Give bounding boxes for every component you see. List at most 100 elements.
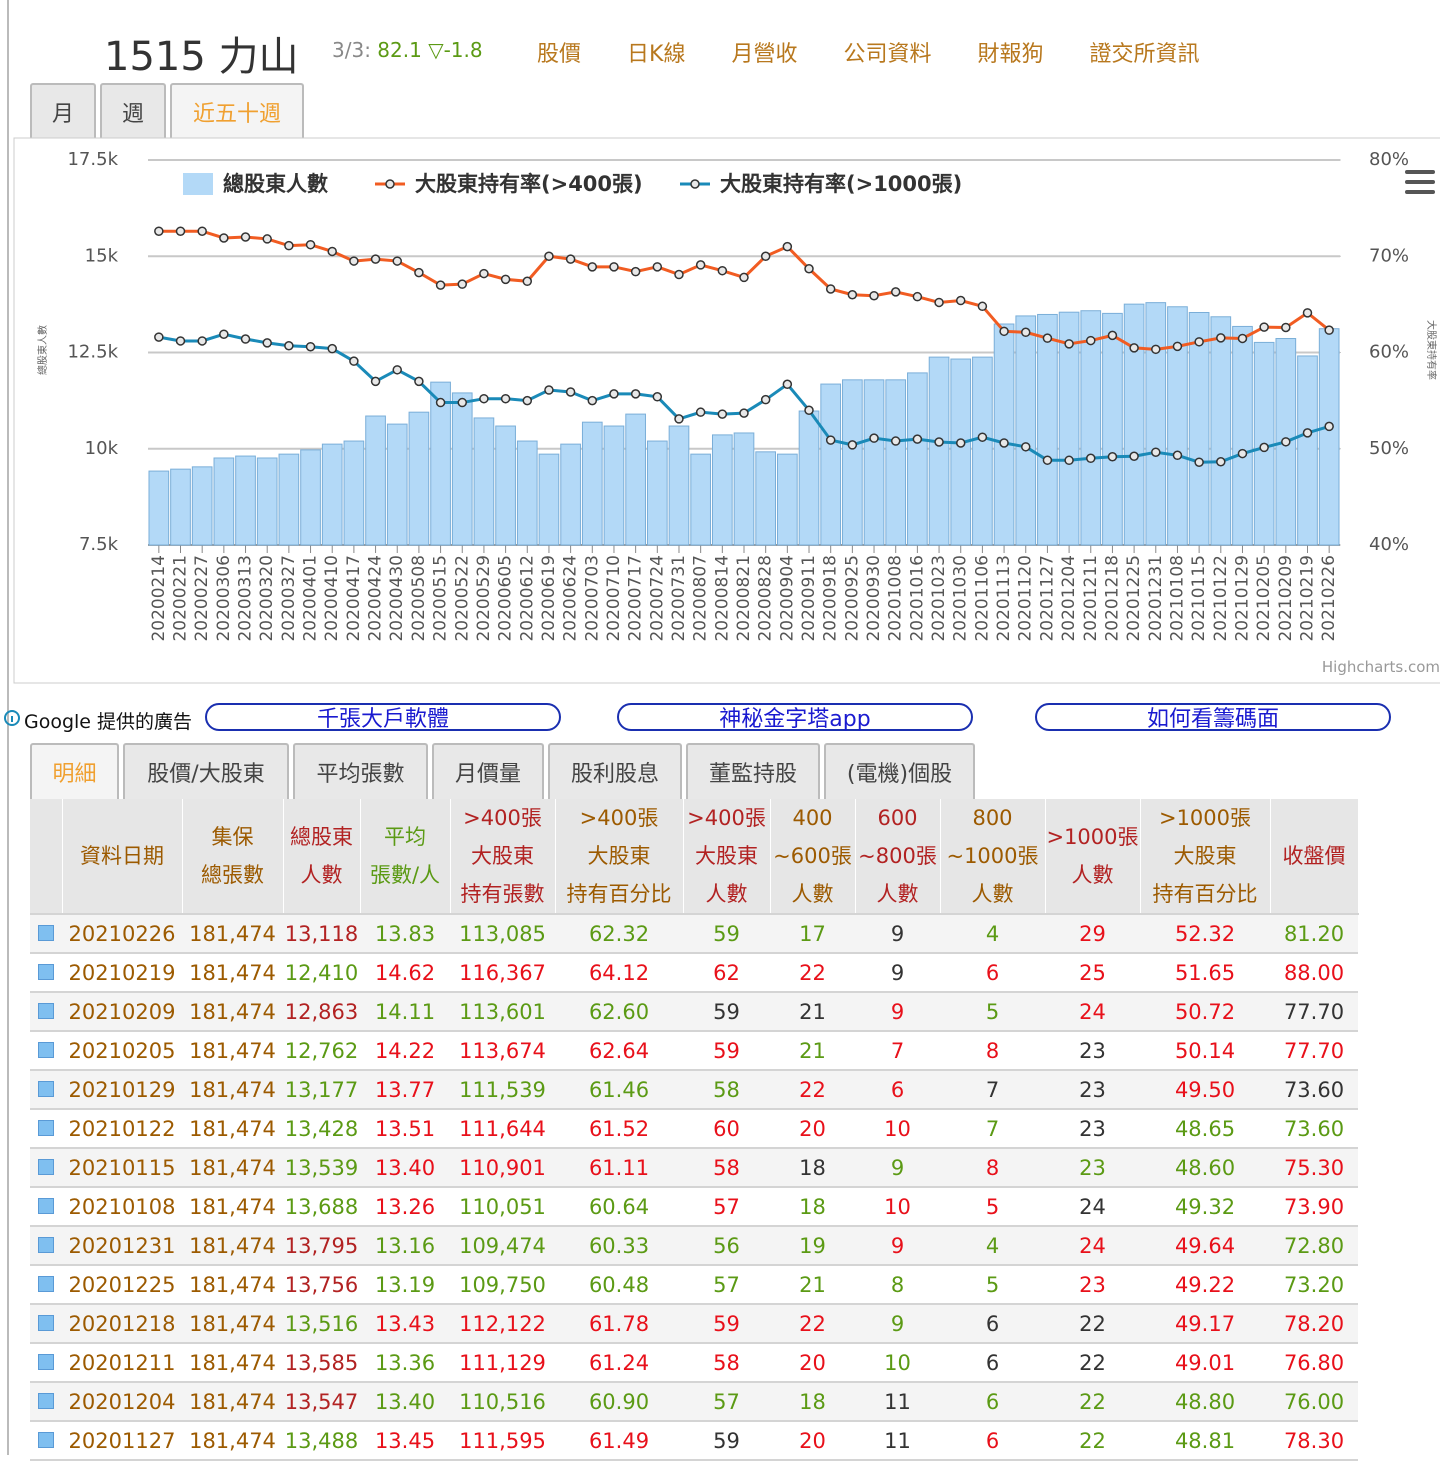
table-cell: 23 (1045, 1148, 1140, 1188)
x-tick-label: 20200424 (366, 555, 386, 642)
table-cell: 4 (940, 914, 1045, 954)
bar (625, 413, 646, 546)
table-cell: 59 (683, 1421, 770, 1461)
y-tick-label: 15k (85, 245, 119, 266)
header-text: 600 (877, 806, 918, 830)
table-cell: 20210219 (62, 953, 182, 993)
table-tab[interactable]: 股價/大股東 (123, 743, 289, 799)
row-marker-cell (30, 992, 62, 1032)
table-cell: 20 (770, 1343, 855, 1383)
row-marker-cell (30, 1031, 62, 1071)
table-tab[interactable]: (電機)個股 (824, 743, 975, 799)
table-tab[interactable]: 董監持股 (686, 743, 820, 799)
table-cell: 49.01 (1140, 1343, 1270, 1383)
table-row: 20201218 181,474 13,516 13.43 112,122 61.78 59… (30, 1304, 1358, 1344)
table-tab[interactable]: 明細 (30, 743, 119, 799)
table-cell: 21 (770, 992, 855, 1032)
line-marker (1042, 455, 1053, 465)
menu-icon[interactable] (1405, 170, 1435, 194)
ad-link[interactable]: 神秘金字塔app (617, 703, 973, 732)
nav-link[interactable]: 日K線 (627, 42, 686, 67)
line-marker (739, 408, 749, 418)
table-row: 20201204 181,474 13,547 13.40 110,516 60.90 57… (30, 1382, 1358, 1422)
row-marker (38, 924, 54, 941)
line-marker (1259, 442, 1269, 453)
bar (213, 457, 235, 546)
table-row: 20210209 181,474 12,863 14.11 113,601 62.60 59… (30, 992, 1358, 1032)
table-cell: 59 (683, 992, 770, 1032)
period-tab[interactable]: 近五十週 (170, 83, 304, 139)
table-cell: 60.33 (555, 1226, 683, 1266)
legend-label[interactable]: 大股東持有率(>1000張) (720, 172, 962, 196)
x-tick-label: 20201106 (972, 555, 992, 642)
nav-link[interactable]: 月營收 (731, 42, 798, 67)
table-cell: 22 (770, 953, 855, 993)
nav-link[interactable]: 證交所資訊 (1089, 42, 1200, 67)
bar (451, 392, 473, 546)
line-marker (522, 276, 533, 287)
table-cell: 61.46 (555, 1070, 683, 1110)
bar (1297, 355, 1318, 546)
period-tab[interactable]: 週 (100, 83, 166, 139)
ad-link[interactable]: 千張大戶軟體 (205, 703, 561, 732)
table-cell: 111,129 (450, 1343, 555, 1383)
table-cell: 181,474 (182, 992, 283, 1032)
table-cell: 29 (1045, 914, 1140, 954)
line-marker (782, 241, 793, 252)
table-cell: 72.80 (1270, 1226, 1358, 1266)
line-marker (760, 394, 771, 405)
line-marker (1042, 333, 1053, 343)
table-cell: 13,428 (283, 1109, 360, 1149)
credits[interactable]: Highcharts.com (1322, 658, 1440, 676)
bar (777, 453, 798, 546)
table-tab[interactable]: 股利股息 (548, 743, 682, 799)
period-tab[interactable]: 月 (30, 83, 96, 139)
table-cell: 6 (855, 1070, 940, 1110)
row-marker (38, 1158, 54, 1175)
x-tick-label: 20201231 (1146, 555, 1166, 642)
table-cell: 110,516 (450, 1382, 555, 1422)
header-text: 大股東 (587, 844, 651, 868)
table-cell: 23 (1045, 1109, 1140, 1149)
table-cell: 181,474 (182, 1382, 283, 1422)
table-cell: 6 (940, 1343, 1045, 1383)
table-cell: 73.60 (1270, 1109, 1358, 1149)
table-tab[interactable]: 平均張數 (293, 743, 428, 799)
table-cell: 60 (683, 1109, 770, 1149)
table-row: 20201127 181,474 13,488 13.45 111,595 61.49 59… (30, 1421, 1358, 1461)
line-marker (370, 254, 381, 264)
line-marker (955, 438, 966, 448)
line-marker (1324, 325, 1334, 335)
ad-link[interactable]: 如何看籌碼面 (1035, 703, 1391, 732)
row-marker-cell (30, 1187, 62, 1227)
legend-label[interactable]: 總股東人數 (223, 172, 328, 196)
legend-marker[interactable] (690, 179, 700, 189)
table-row: 20210226 181,474 13,118 13.83 113,085 62.32 59… (30, 914, 1358, 954)
nav: 股價 日K線 月營收 公司資料 財報狗 證交所資訊 (537, 36, 1246, 68)
table-cell: 11 (855, 1421, 940, 1461)
x-tick-label: 20200703 (582, 555, 602, 642)
nav-link[interactable]: 財報狗 (977, 42, 1044, 67)
legend-marker[interactable] (385, 179, 395, 189)
table-tab[interactable]: 月價量 (432, 743, 544, 799)
table-cell: 13.83 (360, 914, 450, 954)
table-cell: 181,474 (182, 1343, 283, 1383)
table-cell: 20210226 (62, 914, 182, 954)
row-marker-cell (30, 1070, 62, 1110)
nav-link[interactable]: 股價 (537, 42, 582, 67)
header-text: 持有百分比 (566, 882, 672, 906)
table-cell: 78.20 (1270, 1304, 1358, 1344)
legend-label[interactable]: 大股東持有率(>400張) (415, 172, 643, 196)
table-cell: 111,595 (450, 1421, 555, 1461)
line-marker (630, 266, 641, 277)
nav-link[interactable]: 公司資料 (843, 42, 932, 67)
header-text: 大股東 (471, 844, 534, 868)
table-cell: 6 (940, 1304, 1045, 1344)
legend-swatch[interactable] (183, 173, 213, 195)
ad-info-icon[interactable] (4, 709, 22, 727)
ad-label: Google 提供的廣告 (24, 711, 193, 733)
line-marker (392, 365, 402, 375)
table-cell: 111,539 (450, 1070, 555, 1110)
row-marker (38, 1431, 54, 1448)
line-marker (695, 407, 706, 417)
